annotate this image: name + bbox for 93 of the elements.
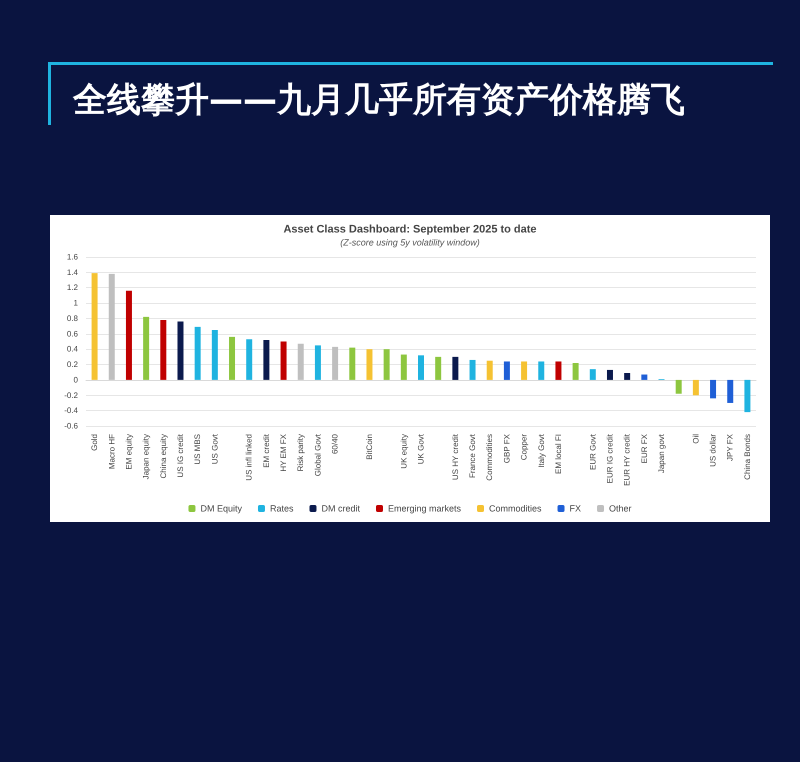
x-tick-label: EUR HY credit xyxy=(622,433,632,486)
y-tick-label: 0.8 xyxy=(66,314,79,323)
bar xyxy=(624,372,630,380)
x-tick-label: EM local FI xyxy=(554,434,563,474)
bar xyxy=(349,348,356,380)
bar xyxy=(418,355,424,380)
x-tick-label: US infl linked xyxy=(244,434,254,481)
x-tick-label: US Govt xyxy=(210,433,220,464)
bar xyxy=(435,356,442,380)
x-tick-label: 60/40 xyxy=(330,433,340,454)
x-tick-label: HY EM FX xyxy=(279,433,288,472)
x-tick-label: Copper xyxy=(520,434,529,460)
x-tick-label: UK equity xyxy=(399,434,408,469)
bar xyxy=(212,330,218,380)
x-tick-label: GBP FX xyxy=(502,433,512,464)
legend-label: FX xyxy=(570,504,582,514)
bar xyxy=(744,380,750,412)
x-tick-label: Commodities xyxy=(485,434,494,481)
bar xyxy=(177,322,184,380)
bar xyxy=(692,380,699,396)
y-tick-label: 1.6 xyxy=(66,252,79,262)
x-tick-label: BitCoin xyxy=(364,434,374,460)
bar xyxy=(555,361,562,380)
legend-label: DM credit xyxy=(321,504,360,514)
bar xyxy=(606,370,613,380)
bar xyxy=(229,336,236,380)
x-tick-label: EUR FX xyxy=(640,433,649,464)
bar xyxy=(92,273,98,380)
x-tick-label: JPY FX xyxy=(726,433,735,461)
x-tick-label: China equity xyxy=(158,434,168,478)
bar xyxy=(400,354,407,380)
bar xyxy=(470,360,476,380)
bar xyxy=(452,356,458,380)
bar xyxy=(332,346,338,380)
bar xyxy=(384,349,390,380)
x-tick-label: EUR Govt xyxy=(588,433,598,470)
bar xyxy=(521,361,528,380)
text: (Z-score using 5y volatility window) xyxy=(340,238,480,248)
bar xyxy=(366,349,372,380)
bar xyxy=(314,345,321,380)
x-tick-label: EUR IG credit xyxy=(605,433,614,484)
bar xyxy=(538,361,544,380)
x-tick-label: Global Govt xyxy=(313,433,322,476)
bar xyxy=(246,339,252,380)
legend-label: Emerging markets xyxy=(388,504,462,514)
x-tick-label: UK Govt xyxy=(416,433,426,464)
y-tick-label: 0 xyxy=(74,375,79,384)
x-tick-label: US HY credit xyxy=(450,433,460,480)
x-tick-label: EM equity xyxy=(124,434,134,470)
bar xyxy=(486,360,493,380)
x-tick-label: Macro HF xyxy=(107,434,116,470)
x-tick-label: EM credit xyxy=(262,433,271,468)
bar xyxy=(504,361,510,380)
bar xyxy=(298,344,304,380)
y-tick-label: 1.4 xyxy=(66,268,79,277)
x-tick-label: US dollar xyxy=(708,434,718,467)
bar xyxy=(727,380,734,403)
y-tick-label: -0.2 xyxy=(64,390,79,400)
y-tick-label: 0.4 xyxy=(66,344,79,354)
y-tick-label: -0.4 xyxy=(64,406,79,416)
y-tick-label: 0.6 xyxy=(66,329,79,338)
bar xyxy=(280,342,287,380)
x-tick-label: Oil xyxy=(691,434,700,444)
y-tick-label: 1.2 xyxy=(66,283,79,292)
x-tick-label: US IG credit xyxy=(176,433,185,478)
y-tick-label: 1 xyxy=(74,298,79,308)
legend-label: Commodities xyxy=(489,504,542,514)
bar xyxy=(160,320,166,380)
x-tick-label: Japan equity xyxy=(142,434,151,480)
y-tick-label: 0.2 xyxy=(66,360,79,370)
x-tick-label: Gold xyxy=(90,434,100,451)
x-tick-label: Japan govt xyxy=(657,433,666,474)
bar xyxy=(143,316,150,380)
bar xyxy=(108,274,115,380)
bar xyxy=(590,369,596,380)
legend-label: Other xyxy=(609,504,632,514)
chart-title: 全线攀升——九月几乎所有资产价格腾飞 xyxy=(48,62,773,125)
legend-label: Rates xyxy=(270,504,294,514)
bar xyxy=(126,290,132,380)
bar xyxy=(263,340,270,380)
x-tick-label: Risk parity xyxy=(296,434,306,472)
y-tick-label: -0.6 xyxy=(64,422,79,430)
x-tick-label: France Govt xyxy=(468,433,478,478)
x-tick-label: Italy Govt xyxy=(536,433,546,468)
bar xyxy=(710,380,716,398)
legend-label: DM Equity xyxy=(200,504,242,514)
bar xyxy=(676,380,682,394)
bar xyxy=(572,363,579,380)
x-tick-label: China Bonds xyxy=(742,434,752,480)
bar xyxy=(641,374,648,380)
x-tick-label: US MBS xyxy=(193,434,202,465)
chart-subtitle: Asset Class Dashboard: September 2025 to date xyxy=(283,224,537,236)
bar xyxy=(194,326,201,380)
